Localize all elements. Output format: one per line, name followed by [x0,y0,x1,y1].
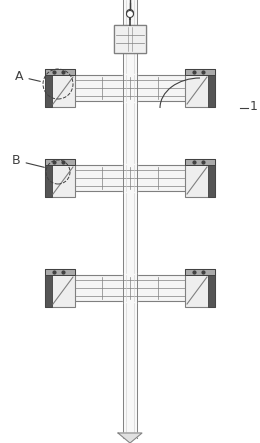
Bar [114,25,146,53]
Text: B: B [12,154,44,167]
Bar [185,269,215,275]
Circle shape [127,9,133,16]
Bar [185,159,215,165]
Bar [45,269,75,275]
Bar [45,159,75,197]
Bar [208,159,215,197]
Bar [45,69,52,107]
Bar [71,165,189,191]
Bar [71,75,189,101]
Bar [71,275,189,301]
Bar [45,69,75,107]
Bar [114,25,146,53]
Bar [45,269,52,307]
Circle shape [127,11,133,18]
Bar [45,159,75,165]
Bar [185,69,215,107]
Bar [208,69,215,107]
Bar [185,159,215,197]
Bar [45,269,75,307]
Bar [208,269,215,307]
Polygon shape [118,433,142,443]
Text: 1: 1 [250,100,258,113]
Text: A: A [15,70,40,83]
Bar [45,159,52,197]
Bar [185,69,215,75]
Bar [45,69,75,75]
Bar [185,269,215,307]
